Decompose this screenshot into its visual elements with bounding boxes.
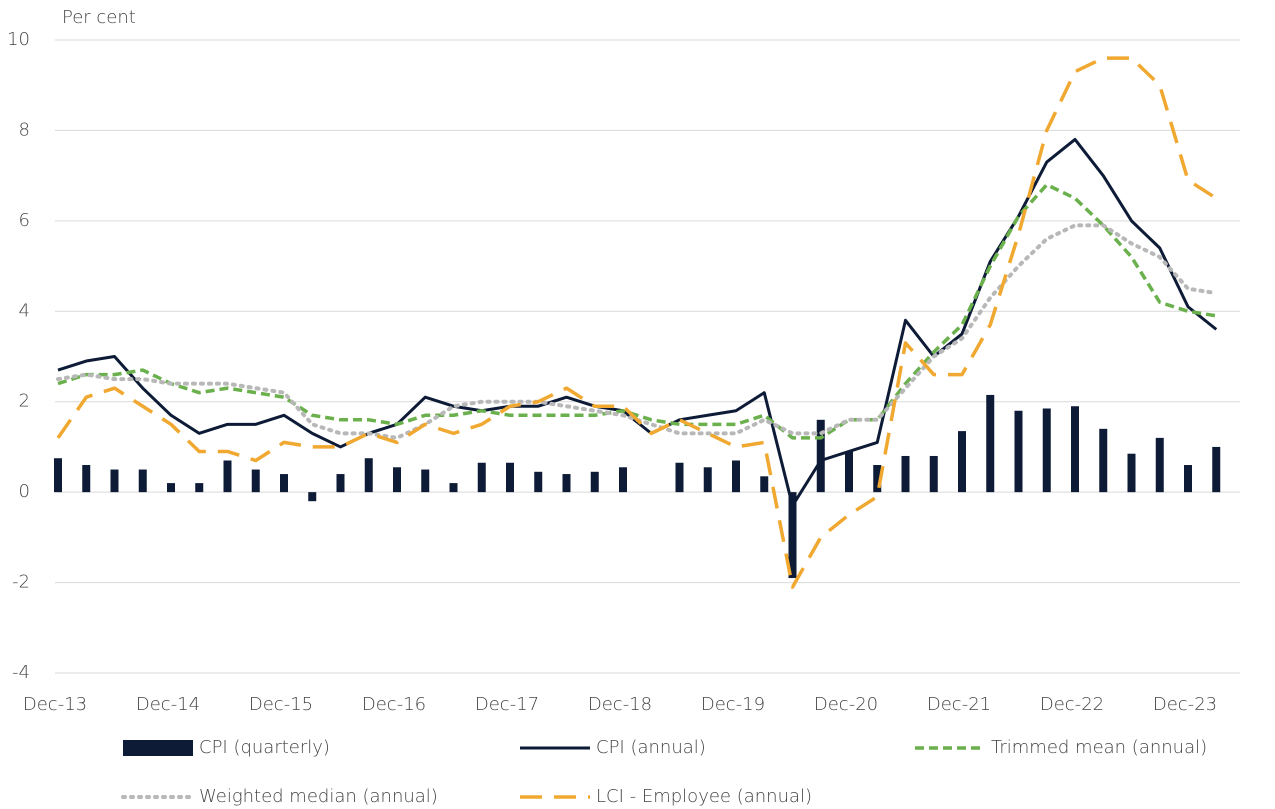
legend-label: Weighted median (annual): [199, 786, 438, 807]
legend-swatch: [123, 740, 193, 756]
x-tick-label: Dec-18: [588, 694, 652, 715]
bar: [195, 483, 204, 493]
y-tick-label: 10: [7, 29, 30, 50]
bar: [280, 474, 288, 493]
bar: [308, 492, 317, 502]
bar: [619, 467, 627, 493]
line: [56, 223, 1219, 440]
bar: [816, 419, 825, 493]
legend-label: CPI (quarterly): [199, 737, 330, 758]
x-tick-label: Dec-13: [23, 694, 87, 715]
bar: [1071, 406, 1079, 493]
bar: [590, 471, 599, 493]
x-tick-label: Dec-14: [136, 694, 200, 715]
bar: [703, 467, 712, 493]
bar: [110, 469, 119, 493]
bar: [1014, 410, 1023, 493]
y-tick-label: 0: [19, 481, 30, 502]
bar: [901, 455, 910, 493]
bar: [675, 462, 684, 493]
bar: [167, 483, 175, 493]
line: [57, 137, 1218, 508]
x-tick-label: Dec-22: [1040, 694, 1104, 715]
bar: [958, 431, 966, 493]
x-tick-label: Dec-16: [362, 694, 426, 715]
x-tick-label: Dec-21: [927, 694, 991, 715]
x-tick-label: Dec-20: [814, 694, 878, 715]
y-tick-label: 8: [19, 119, 30, 140]
line: [56, 56, 1218, 589]
bar: [336, 474, 345, 493]
bar: [1099, 428, 1108, 493]
bar: [251, 469, 260, 493]
bar: [1212, 446, 1221, 493]
bar: [449, 483, 458, 493]
y-tick-label: -2: [12, 572, 30, 593]
bar: [364, 458, 373, 493]
x-tick-label: Dec-17: [475, 694, 539, 715]
bar: [1184, 465, 1192, 493]
bar: [223, 460, 232, 493]
bar: [393, 467, 401, 493]
bar: [82, 465, 91, 493]
legend-label: Trimmed mean (annual): [991, 737, 1207, 758]
bar: [138, 469, 147, 493]
bar: [421, 469, 430, 493]
bar: [929, 455, 938, 493]
bar: [1127, 453, 1136, 493]
bar: [788, 492, 797, 579]
x-tick-label: Dec-15: [249, 694, 313, 715]
y-tick-label: 6: [19, 210, 30, 231]
bar: [845, 451, 853, 493]
y-axis-label: Per cent: [62, 7, 136, 28]
bar: [732, 460, 740, 493]
bar: [562, 474, 571, 493]
bar: [506, 462, 514, 493]
legend-label: LCI - Employee (annual): [596, 786, 812, 807]
legend-label: CPI (annual): [596, 737, 706, 758]
bar: [477, 462, 486, 493]
bar: [873, 465, 882, 493]
bar: [760, 476, 769, 493]
y-tick-label: 4: [19, 300, 30, 321]
x-tick-label: Dec-23: [1153, 694, 1217, 715]
y-tick-label: -4: [12, 662, 30, 683]
y-tick-label: 2: [19, 391, 30, 412]
bar: [1042, 408, 1051, 493]
bar: [1155, 437, 1164, 493]
bar: [534, 471, 543, 493]
bar: [54, 458, 62, 493]
bar: [986, 394, 995, 493]
x-tick-label: Dec-19: [701, 694, 765, 715]
